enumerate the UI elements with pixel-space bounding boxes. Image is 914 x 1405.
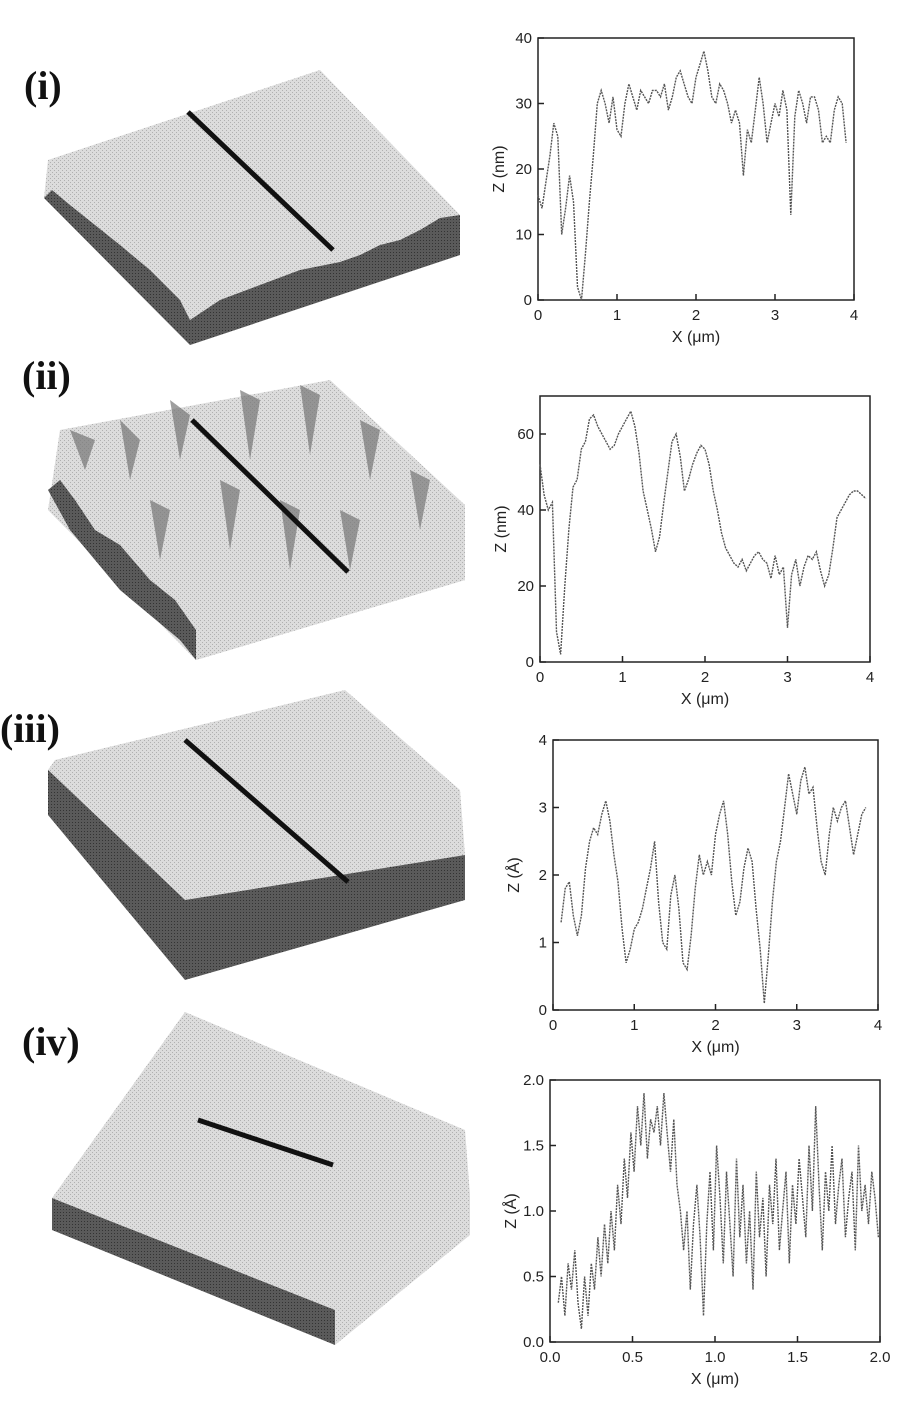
y-tick-label: 60 xyxy=(517,426,534,443)
panel-label-ii: (ii) xyxy=(22,353,71,398)
scan-line-iii xyxy=(183,738,350,884)
y-axis-label: Z (nm) xyxy=(491,145,508,192)
x-tick-label: 1 xyxy=(618,669,626,686)
x-tick-label: 4 xyxy=(866,669,874,686)
y-tick-label: 30 xyxy=(515,96,532,113)
panel-label-iv: (iv) xyxy=(22,1019,80,1064)
x-tick-label: 4 xyxy=(850,307,858,324)
plot-frame xyxy=(552,739,879,1011)
x-tick-label: 1 xyxy=(613,307,621,324)
y-axis-label: Z (Å) xyxy=(504,857,523,893)
profile-line xyxy=(539,409,867,655)
y-tick-label: 0 xyxy=(539,1002,547,1019)
profile-chart-iv: 0.0 0.5 1.0 1.5 2.0 0.0 0.5 1.0 1.5 2.0 X (μm) Z (Å… xyxy=(501,1072,890,1388)
x-tick-label: 0 xyxy=(549,1017,557,1034)
x-tick-label: 1 xyxy=(630,1017,638,1034)
y-tick-label: 20 xyxy=(517,578,534,595)
x-tick-label: 4 xyxy=(874,1017,882,1034)
y-tick-label: 1.5 xyxy=(523,1138,544,1155)
scan-line-ii xyxy=(190,418,350,574)
y-tick-label: 0.5 xyxy=(523,1269,544,1286)
y-tick-label: 2 xyxy=(539,867,547,884)
x-tick-label: 0 xyxy=(534,307,542,324)
afm-surface-i xyxy=(44,70,460,345)
x-tick-label: 3 xyxy=(771,307,779,324)
y-tick-label: 4 xyxy=(539,732,547,749)
y-tick-label: 1.0 xyxy=(523,1203,544,1220)
x-axis-label: X (μm) xyxy=(672,329,720,346)
x-axis-label: X (μm) xyxy=(691,1039,739,1056)
x-tick-label: 2 xyxy=(692,307,700,324)
x-tick-label: 0.5 xyxy=(622,1349,643,1366)
plot-frame xyxy=(539,395,871,663)
afm-surface-iv xyxy=(52,1012,470,1345)
profile-line xyxy=(557,1093,880,1329)
profile-line xyxy=(560,766,867,1004)
afm-surface-iii xyxy=(48,690,465,980)
panel-label-i: (i) xyxy=(24,63,62,108)
y-axis-label: Z (nm) xyxy=(493,505,510,552)
y-tick-label: 20 xyxy=(515,161,532,178)
profile-line xyxy=(537,50,847,301)
x-tick-label: 0.0 xyxy=(540,1349,561,1366)
x-axis-label: X (μm) xyxy=(691,1371,739,1388)
afm-surface-ii xyxy=(48,380,465,660)
y-tick-label: 40 xyxy=(517,502,534,519)
scan-line-i xyxy=(186,110,335,252)
y-axis-label: Z (Å) xyxy=(501,1193,520,1229)
x-tick-label: 2 xyxy=(701,669,709,686)
profile-chart-iii: 0 1 2 3 4 0 1 2 3 4 X (μm) Z (Å) xyxy=(504,732,882,1056)
x-axis-label: X (μm) xyxy=(681,691,729,708)
y-tick-label: 1 xyxy=(539,935,547,952)
x-tick-label: 3 xyxy=(783,669,791,686)
x-tick-label: 1.0 xyxy=(705,1349,726,1366)
x-tick-label: 2 xyxy=(711,1017,719,1034)
x-tick-label: 1.5 xyxy=(787,1349,808,1366)
y-tick-label: 2.0 xyxy=(523,1072,544,1089)
y-tick-label: 0.0 xyxy=(523,1334,544,1351)
panel-label-iii: (iii) xyxy=(0,706,60,751)
scan-line-iv xyxy=(197,1117,334,1168)
y-tick-label: 3 xyxy=(539,800,547,817)
y-tick-label: 0 xyxy=(524,292,532,309)
x-tick-label: 2.0 xyxy=(870,1349,891,1366)
y-tick-label: 0 xyxy=(526,654,534,671)
y-tick-label: 10 xyxy=(515,227,532,244)
x-tick-label: 3 xyxy=(793,1017,801,1034)
x-tick-label: 0 xyxy=(536,669,544,686)
y-tick-label: 40 xyxy=(515,30,532,47)
